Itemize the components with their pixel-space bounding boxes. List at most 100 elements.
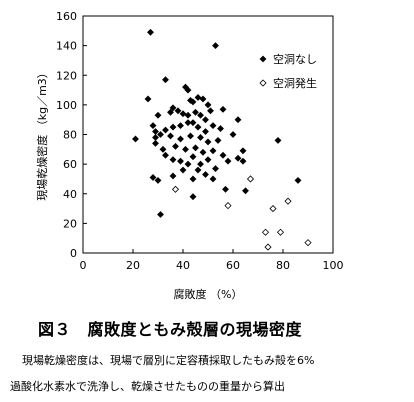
data-point-no-cavity: [217, 125, 224, 132]
data-point-no-cavity: [147, 28, 154, 36]
data-point-cavity: [284, 197, 292, 205]
data-point-no-cavity: [234, 154, 242, 162]
data-point-no-cavity: [202, 171, 209, 178]
data-point-no-cavity: [184, 86, 192, 94]
y-axis: 0 20 40 60 80 100 120 140 160: [56, 10, 87, 260]
legend-label: 空洞発生: [273, 76, 317, 90]
data-point-no-cavity: [204, 156, 212, 164]
y-tick-label: 20: [63, 217, 77, 230]
y-tick-label: 60: [63, 158, 77, 171]
data-point-no-cavity: [192, 108, 199, 116]
plot-area: [82, 15, 334, 254]
data-point-no-cavity: [179, 166, 187, 174]
data-point-no-cavity: [182, 145, 189, 153]
data-point-no-cavity: [184, 119, 192, 127]
data-point-no-cavity: [132, 135, 139, 143]
y-tick-label: 160: [56, 10, 77, 23]
legend-marker: [259, 79, 267, 87]
data-point-no-cavity: [169, 156, 177, 164]
data-point-no-cavity: [177, 157, 184, 165]
y-tick-label: 120: [56, 69, 77, 82]
data-point-cavity: [264, 243, 272, 251]
figure-caption: 図３ 腐敗度ともみ殻層の現場密度: [38, 320, 303, 339]
scatter-chart: 0 20 40 60 80 100 120 140 160 0 20 40 60 80 100 空洞なし空…: [35, 10, 344, 301]
legend-label: 空洞なし: [273, 52, 317, 66]
x-tick-label: 100: [323, 259, 344, 272]
data-point-no-cavity: [187, 132, 194, 140]
data-point-no-cavity: [162, 126, 169, 134]
data-point-no-cavity: [149, 174, 157, 181]
data-point-cavity: [261, 228, 270, 236]
data-point-no-cavity: [194, 123, 202, 131]
data-point-cavity: [224, 202, 232, 210]
data-point-no-cavity: [197, 134, 204, 141]
data-point-no-cavity: [274, 137, 282, 144]
data-point-no-cavity: [189, 193, 197, 201]
data-point-no-cavity: [194, 166, 202, 174]
y-tick-label: 100: [56, 99, 77, 112]
data-point-cavity: [171, 185, 180, 193]
y-tick-label: 80: [63, 129, 77, 142]
figure-note-line-1: 現場乾燥密度は、現場で層別に定容積採取したもみ殻を6%: [22, 354, 315, 367]
data-point-no-cavity: [204, 101, 212, 109]
data-point-no-cavity: [207, 107, 214, 115]
data-point-no-cavity: [197, 160, 204, 168]
data-point-no-cavity: [189, 153, 197, 161]
data-point-no-cavity: [172, 142, 179, 150]
data-points: [132, 28, 312, 251]
data-point-no-cavity: [212, 165, 219, 172]
data-point-cavity: [246, 175, 255, 183]
data-point-no-cavity: [219, 151, 227, 159]
y-tick-label: 0: [70, 247, 77, 260]
data-point-no-cavity: [167, 108, 174, 116]
data-point-no-cavity: [169, 172, 177, 180]
data-point-no-cavity: [144, 95, 152, 103]
data-point-no-cavity: [162, 76, 169, 84]
data-point-no-cavity: [224, 157, 232, 165]
data-point-no-cavity: [157, 211, 164, 218]
data-point-no-cavity: [242, 187, 249, 195]
data-point-no-cavity: [162, 151, 169, 159]
x-tick-label: 80: [276, 259, 290, 272]
y-tick-label: 140: [56, 40, 77, 53]
data-point-no-cavity: [199, 148, 207, 156]
x-tick-label: 20: [126, 259, 140, 272]
data-point-no-cavity: [197, 111, 204, 119]
data-point-no-cavity: [212, 42, 219, 50]
data-point-no-cavity: [154, 111, 162, 119]
data-point-no-cavity: [192, 144, 199, 152]
x-tick-label: 0: [80, 259, 87, 272]
figure-note-line-2: 過酸化水素水で洗浄し、乾燥させたものの重量から算出: [10, 380, 285, 393]
data-point-no-cavity: [184, 111, 192, 119]
data-point-cavity: [269, 204, 277, 213]
x-tick-label: 60: [226, 259, 240, 272]
data-point-no-cavity: [152, 134, 159, 141]
data-point-no-cavity: [179, 110, 187, 118]
data-point-no-cavity: [294, 176, 302, 184]
data-point-no-cavity: [189, 175, 197, 183]
data-point-no-cavity: [234, 116, 242, 124]
data-point-no-cavity: [239, 157, 247, 165]
data-point-no-cavity: [239, 147, 247, 155]
x-axis-label: 腐敗度 （%）: [174, 287, 243, 301]
data-point-no-cavity: [229, 131, 237, 138]
data-point-no-cavity: [157, 131, 164, 138]
data-point-no-cavity: [149, 122, 157, 130]
y-tick-label: 40: [63, 188, 77, 201]
data-point-no-cavity: [177, 122, 184, 130]
data-point-no-cavity: [194, 94, 202, 101]
data-point-no-cavity: [209, 122, 217, 130]
data-point-no-cavity: [152, 139, 159, 147]
data-point-no-cavity: [184, 160, 192, 168]
data-point-cavity: [276, 228, 285, 236]
data-point-no-cavity: [209, 175, 217, 183]
data-point-no-cavity: [152, 128, 159, 135]
data-point-no-cavity: [199, 95, 207, 103]
data-point-no-cavity: [209, 147, 217, 155]
x-tick-label: 40: [176, 259, 190, 272]
data-point-no-cavity: [169, 104, 177, 112]
data-point-no-cavity: [169, 123, 177, 131]
y-axis-label: 現場乾燥密度 （kg／m3）: [35, 67, 49, 201]
legend-marker: [259, 55, 267, 63]
